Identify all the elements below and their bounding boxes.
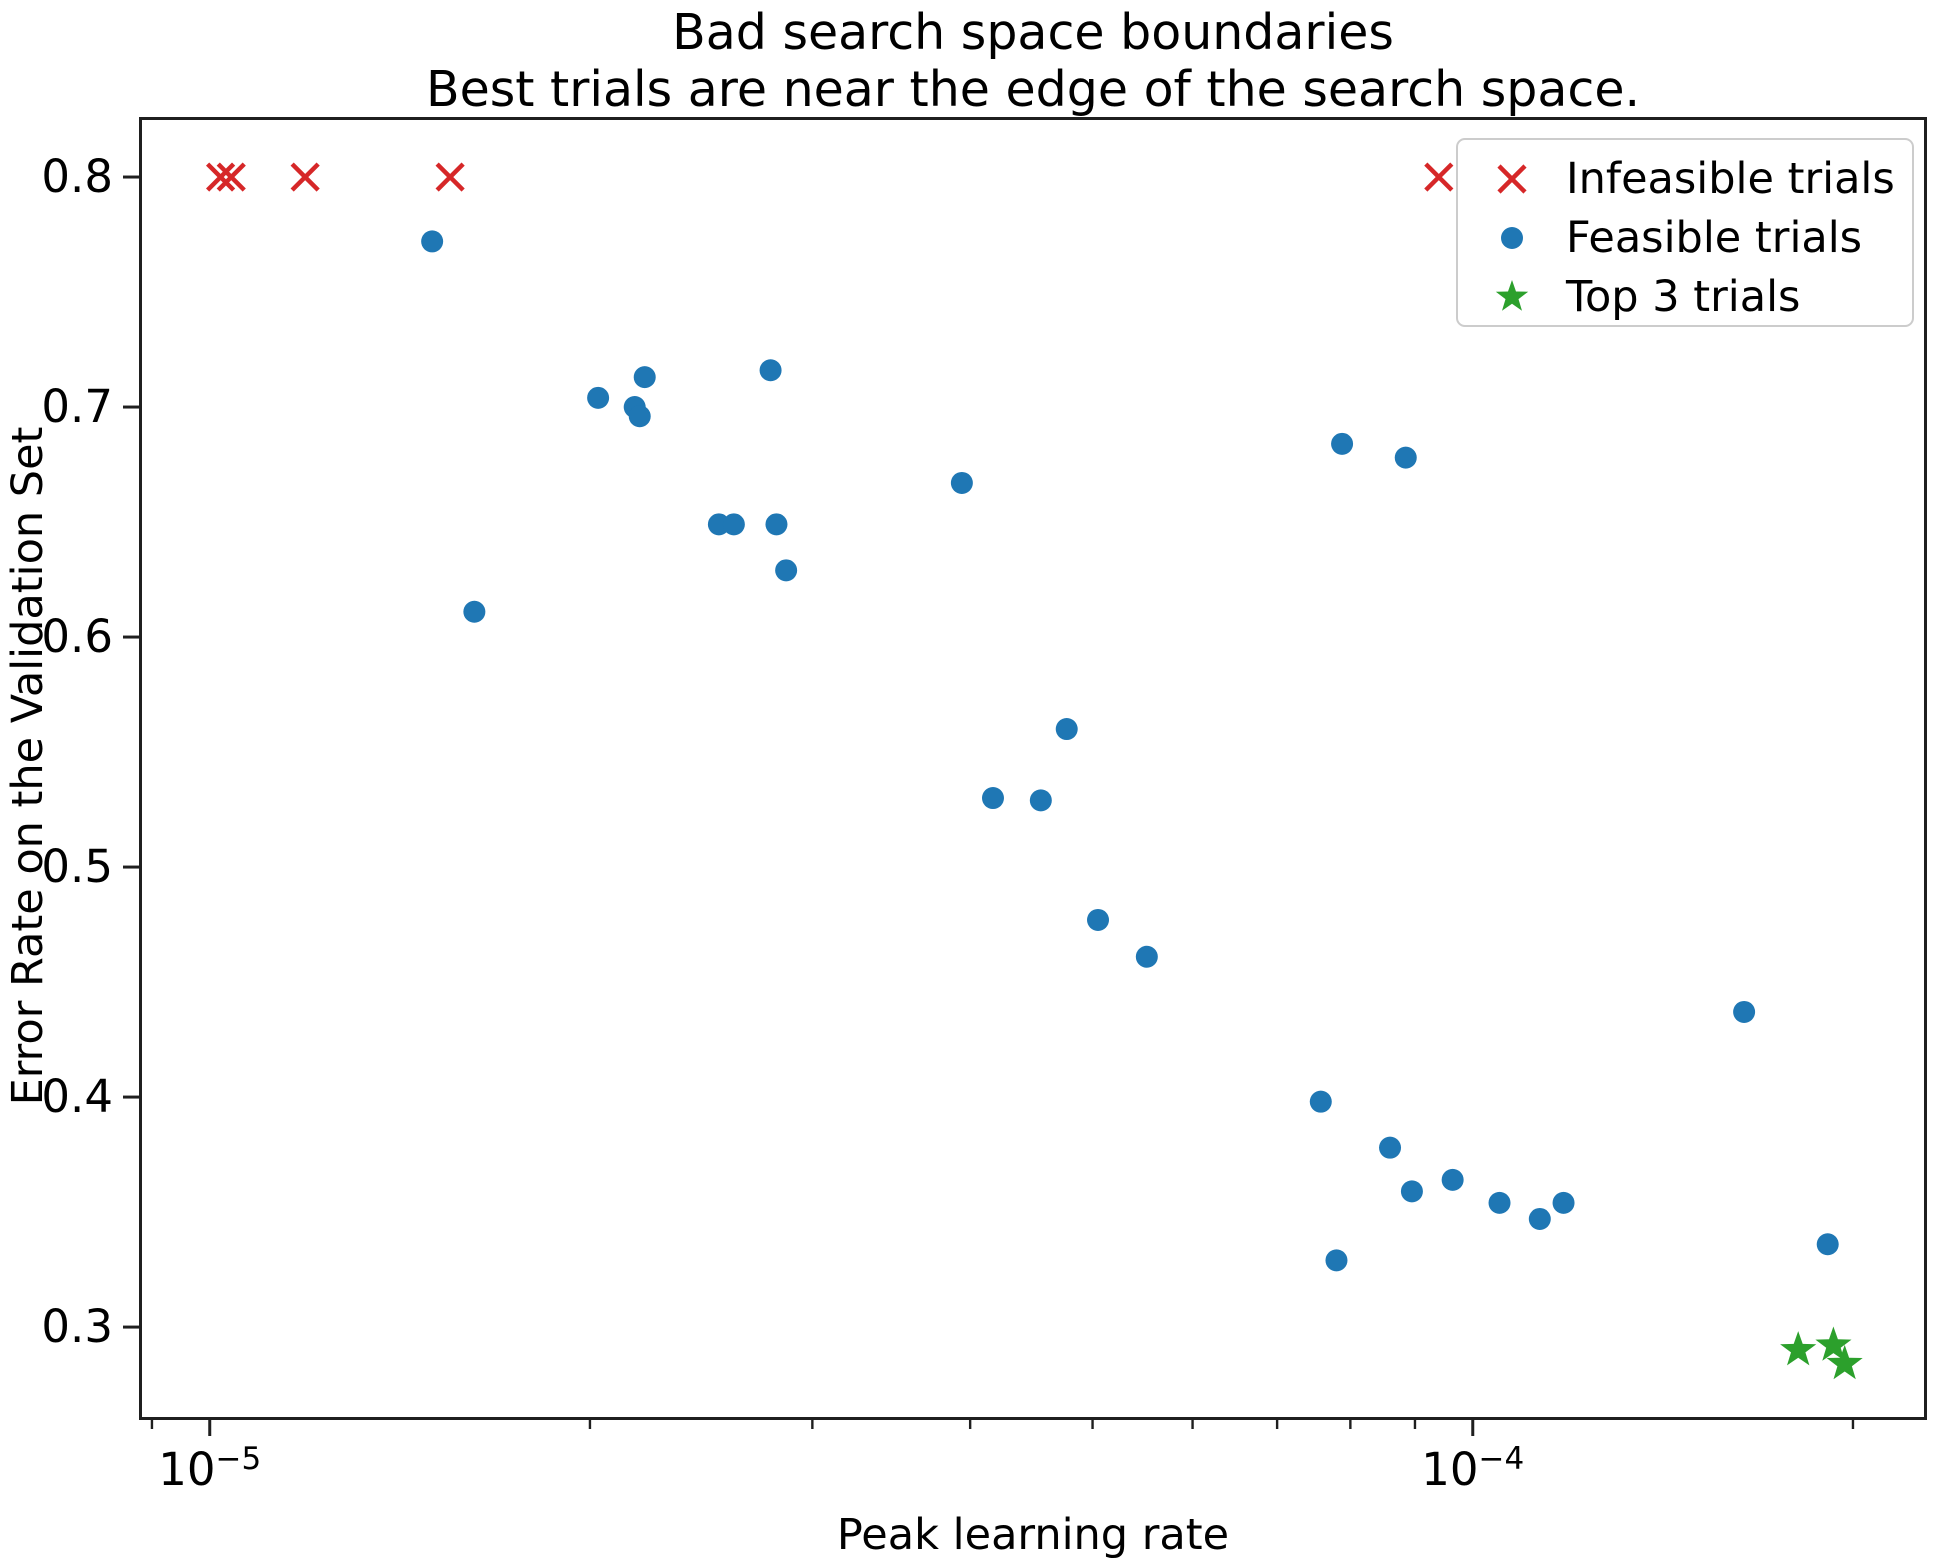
y-tick-label: 0.3 (41, 1300, 113, 1354)
x-marker-icon (1458, 159, 1566, 199)
legend: Infeasible trials Feasible trials Top 3 … (1456, 138, 1914, 327)
star-marker-icon (1458, 277, 1566, 317)
x-tick-label: 10−4 (1421, 1441, 1525, 1496)
y-tick-label: 0.5 (41, 840, 113, 894)
y-tick-label: 0.6 (41, 610, 113, 664)
chart-title: Bad search space boundaries Best trials … (139, 4, 1927, 118)
chart-title-line2: Best trials are near the edge of the sea… (425, 61, 1641, 118)
legend-label: Infeasible trials (1566, 153, 1895, 204)
legend-item-infeasible: Infeasible trials (1458, 149, 1912, 208)
y-tick-label: 0.7 (41, 380, 113, 434)
y-tick-label: 0.8 (41, 150, 113, 204)
circle-marker-icon (1458, 218, 1566, 258)
legend-label: Top 3 trials (1566, 271, 1801, 322)
legend-item-feasible: Feasible trials (1458, 208, 1912, 267)
x-tick-label: 10−5 (158, 1441, 262, 1496)
y-axis-label: Error Rate on the Validation Set (3, 426, 53, 1106)
chart-title-line1: Bad search space boundaries (672, 4, 1394, 61)
legend-label: Feasible trials (1566, 212, 1863, 263)
plot-area (139, 117, 1927, 1420)
y-tick-label: 0.4 (41, 1070, 113, 1124)
x-axis-label: Peak learning rate (836, 1510, 1230, 1560)
legend-item-top3: Top 3 trials (1458, 267, 1912, 326)
